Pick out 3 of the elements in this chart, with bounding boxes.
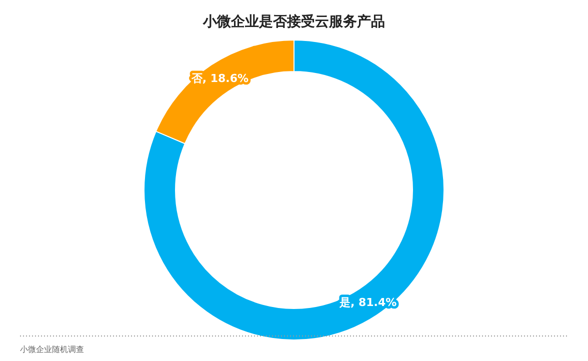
chart-title: 小微企业是否接受云服务产品 <box>202 13 385 30</box>
text: 小微企业随机调查 <box>20 345 84 354</box>
donut-slice <box>144 40 444 340</box>
